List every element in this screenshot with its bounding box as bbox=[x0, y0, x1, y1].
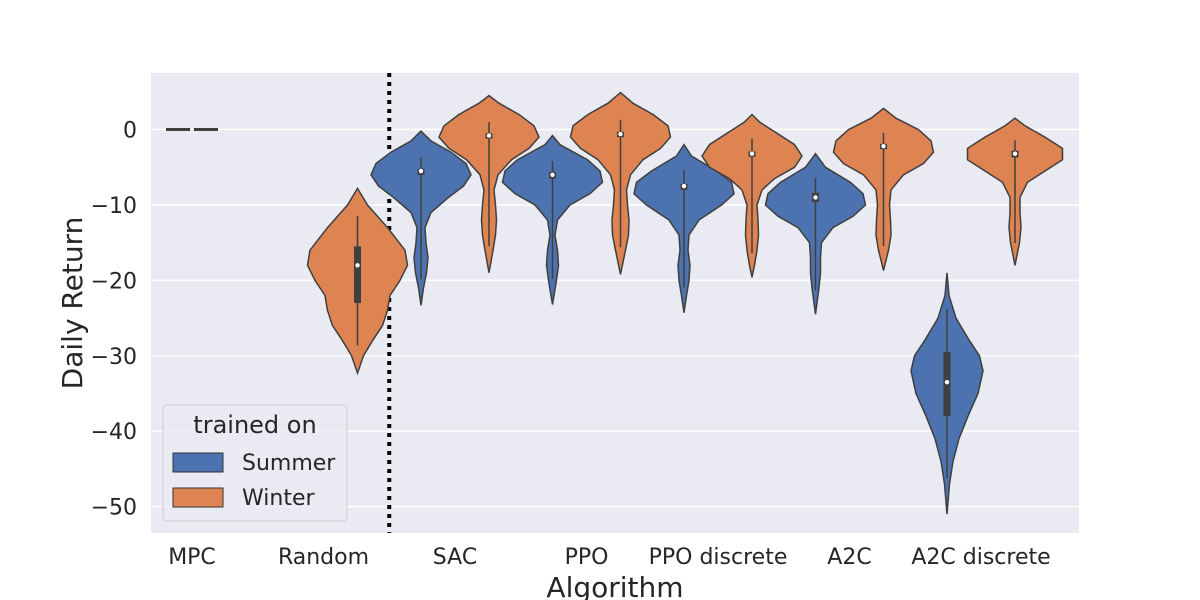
y-tick-label: −30 bbox=[91, 345, 137, 370]
summer-violin-ppo-median bbox=[550, 172, 555, 178]
x-tick-label: MPC bbox=[168, 545, 216, 570]
y-axis-title: Daily Return bbox=[56, 217, 89, 390]
y-tick-label: 0 bbox=[123, 119, 137, 144]
summer-violin-ppo-discrete-median bbox=[681, 183, 687, 189]
violin-layer bbox=[166, 91, 1064, 515]
y-tick-labels: 0 −10 −20 −30 −40 −50 bbox=[91, 119, 137, 521]
x-tick-label: A2C bbox=[827, 545, 871, 570]
y-tick-label: −50 bbox=[91, 496, 137, 521]
y-tick-label: −20 bbox=[91, 269, 137, 294]
x-tick-labels: MPC Random SAC PPO PPO discrete A2C A2C discre… bbox=[168, 545, 1050, 570]
winter-violin-random-median bbox=[355, 263, 360, 268]
summer-violin-a2c-discrete-median bbox=[944, 379, 950, 385]
legend-swatch-winter bbox=[172, 487, 224, 508]
x-tick-label: A2C discrete bbox=[911, 545, 1050, 570]
summer-violin-a2c-median bbox=[813, 195, 818, 200]
y-tick-label: −40 bbox=[91, 420, 137, 445]
winter-violin-a2c-discrete-median bbox=[1012, 151, 1018, 156]
legend-label-summer: Summer bbox=[242, 451, 336, 476]
legend-title: trained on bbox=[193, 411, 316, 439]
legend-label-winter: Winter bbox=[242, 486, 315, 511]
winter-violin-sac-median bbox=[486, 133, 492, 138]
y-tick-label: −10 bbox=[91, 194, 137, 219]
winter-violin-ppo-median bbox=[618, 131, 623, 137]
x-tick-label: PPO discrete bbox=[649, 545, 788, 570]
x-tick-label: PPO bbox=[565, 545, 609, 570]
winter-violin-ppo-discrete-median bbox=[749, 151, 755, 156]
x-tick-label: Random bbox=[278, 545, 369, 570]
legend: trained on Summer Winter bbox=[162, 404, 348, 522]
winter-violin-a2c-median bbox=[881, 143, 886, 149]
legend-swatch-summer bbox=[172, 452, 224, 473]
summer-violin-sac-median bbox=[418, 168, 424, 174]
x-axis-title: Algorithm bbox=[546, 571, 683, 600]
summer-violin-mpc-median bbox=[190, 127, 194, 132]
winter-violin-random-box bbox=[354, 246, 361, 303]
x-tick-label: SAC bbox=[433, 545, 477, 570]
